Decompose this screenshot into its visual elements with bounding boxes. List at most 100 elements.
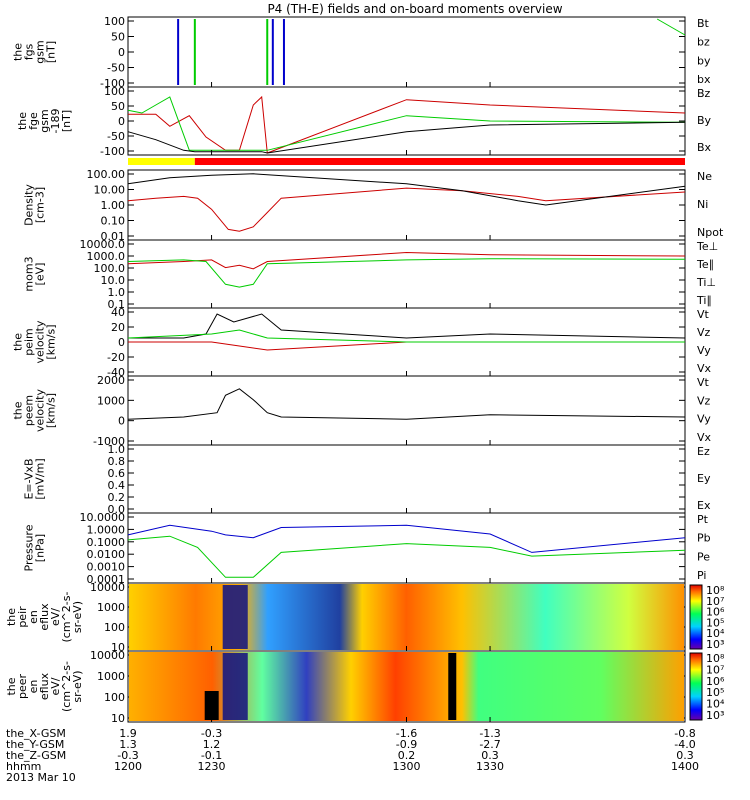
x-row-label-4: 2013 Mar 10 [6, 771, 76, 784]
y-axis-label-2-1: [cm-3] [34, 187, 47, 223]
y-axis-label-9-0: the [5, 677, 18, 695]
y-tick-label-9-3: 10 [111, 712, 125, 725]
legend-3-1: Te∥ [696, 258, 714, 271]
legend-4-1: Vz [697, 326, 711, 339]
x-value-0-0: 1.9 [119, 727, 137, 740]
chart-title: P4 (TH-E) fields and on-board moments ov… [267, 2, 562, 16]
y-axis-label-1-2: gsm [38, 109, 51, 132]
legend-3-0: Te⊥ [696, 240, 718, 253]
spectrogram-gap-8 [222, 585, 248, 649]
colorbar-label-9-3: 10⁵ [706, 686, 724, 699]
x-row-label-3: hhmm [6, 760, 41, 773]
spectrogram-8 [129, 584, 684, 650]
x-value-1-1: 1.2 [203, 738, 221, 751]
legend-7-0: Pt [697, 513, 709, 526]
data-gap-9 [204, 691, 219, 720]
panel-frame-2 [127, 169, 686, 241]
colorbar-label-9-0: 10⁸ [706, 652, 725, 665]
x-value-4-1: -4.0 [674, 738, 695, 751]
legend-4-3: Vx [697, 362, 712, 375]
y-tick-label-8-3: 10 [111, 641, 125, 654]
series-2-0 [127, 187, 686, 232]
y-tick-label-2-2: 1.00 [101, 199, 126, 212]
y-axis-label-5-0: the [12, 401, 25, 419]
y-axis-label-7-1: [nPa] [34, 534, 47, 562]
spectrogram-9 [129, 652, 684, 721]
y-tick-label-9-0: 10000 [90, 649, 125, 662]
colorbar-9 [689, 652, 703, 721]
panel-frame-7 [127, 512, 686, 584]
y-tick-label-1-4: -100 [100, 145, 125, 158]
y-axis-label-8-6: sr-eV) [71, 601, 84, 633]
y-axis-label-9-5: (cm^2-s- [60, 661, 73, 712]
y-axis-label-8-0: the [5, 608, 18, 626]
x-value-3-2: 0.3 [481, 749, 499, 762]
y-tick-label-4-0: 40 [111, 306, 125, 319]
y-tick-label-1-0: 100 [104, 85, 125, 98]
y-axis-label-6-1: [mV/m] [34, 458, 47, 499]
colorbar-label-8-0: 10⁸ [706, 584, 725, 597]
legend-6-0: Ez [697, 445, 710, 458]
x-value-0-3: 1200 [114, 760, 142, 773]
y-axis-label-7-0: Pressure [23, 524, 36, 571]
x-value-4-3: 1400 [671, 760, 699, 773]
legend-6-2: Ex [697, 499, 711, 512]
y-tick-label-5-1: 1000 [97, 394, 125, 407]
legend-5-3: Vx [697, 431, 712, 444]
colorbar-label-9-4: 10⁴ [706, 698, 725, 711]
y-tick-label-7-4: 0.0010 [87, 561, 126, 574]
mode-bar-fast [194, 158, 685, 165]
y-tick-label-6-5: 0.0 [108, 503, 126, 516]
y-tick-label-4-3: -20 [107, 351, 125, 364]
y-axis-label-3-0: mom3 [23, 256, 36, 291]
y-axis-label-9-4: eV/ [49, 677, 62, 695]
y-tick-label-0-0: 100 [104, 15, 125, 28]
series-7-1 [127, 535, 686, 578]
y-tick-label-3-5: 0.1 [108, 298, 126, 311]
legend-1-1: By [697, 114, 712, 127]
x-value-2-1: -0.9 [396, 738, 417, 751]
x-value-2-3: 1300 [393, 760, 421, 773]
y-tick-label-1-2: 0 [118, 115, 125, 128]
y-tick-label-2-4: 0.01 [101, 230, 126, 243]
series-4-1 [128, 341, 685, 351]
series-3-0 [127, 251, 686, 270]
y-axis-label-3-1: [eV] [34, 263, 47, 286]
colorbar-label-8-2: 10⁶ [706, 606, 725, 619]
y-tick-label-5-3: -1000 [93, 435, 125, 448]
x-value-4-2: 0.3 [676, 749, 694, 762]
data-gap-b-9 [448, 653, 457, 720]
y-tick-label-6-4: 0.2 [108, 491, 126, 504]
y-tick-label-3-2: 100.0 [94, 262, 126, 275]
y-tick-label-9-1: 1000 [97, 670, 125, 683]
y-axis-label-4-0: the [12, 333, 25, 351]
y-tick-label-6-0: 1.0 [108, 443, 126, 456]
legend-5-0: Vt [697, 376, 710, 389]
series-4-2 [127, 329, 685, 343]
y-axis-label-4-1: peim [23, 328, 36, 356]
colorbar-label-8-4: 10⁴ [706, 627, 725, 640]
y-tick-label-0-2: 0 [118, 46, 125, 59]
legend-2-2: Npot [697, 226, 724, 239]
x-value-2-2: 0.2 [398, 749, 416, 762]
legend-5-2: Vy [697, 413, 711, 426]
y-axis-label-8-4: eV/ [49, 608, 62, 626]
y-tick-label-0-1: 50 [111, 31, 125, 44]
y-axis-label-5-2: velocity [34, 389, 47, 432]
y-axis-label-0-1: fgs [23, 43, 36, 60]
y-axis-label-1-1: fge [27, 112, 40, 130]
x-value-2-0: -1.6 [396, 727, 417, 740]
y-axis-label-4-2: velocity [34, 320, 47, 363]
y-tick-label-7-3: 0.0100 [87, 548, 126, 561]
legend-1-0: Bz [697, 87, 711, 100]
y-axis-label-8-3: eflux [38, 603, 51, 631]
y-axis-label-6-0: E=-VxB [23, 458, 36, 499]
legend-4-2: Vy [697, 344, 711, 357]
y-tick-label-7-1: 1.0000 [87, 523, 126, 536]
legend-7-2: Pe [697, 550, 710, 563]
y-axis-label-9-3: eflux [38, 672, 51, 700]
y-tick-label-5-0: 2000 [97, 374, 125, 387]
legend-3-3: Ti∥ [696, 294, 712, 307]
y-tick-label-3-3: 10.0 [101, 274, 126, 287]
x-value-3-3: 1330 [476, 760, 504, 773]
